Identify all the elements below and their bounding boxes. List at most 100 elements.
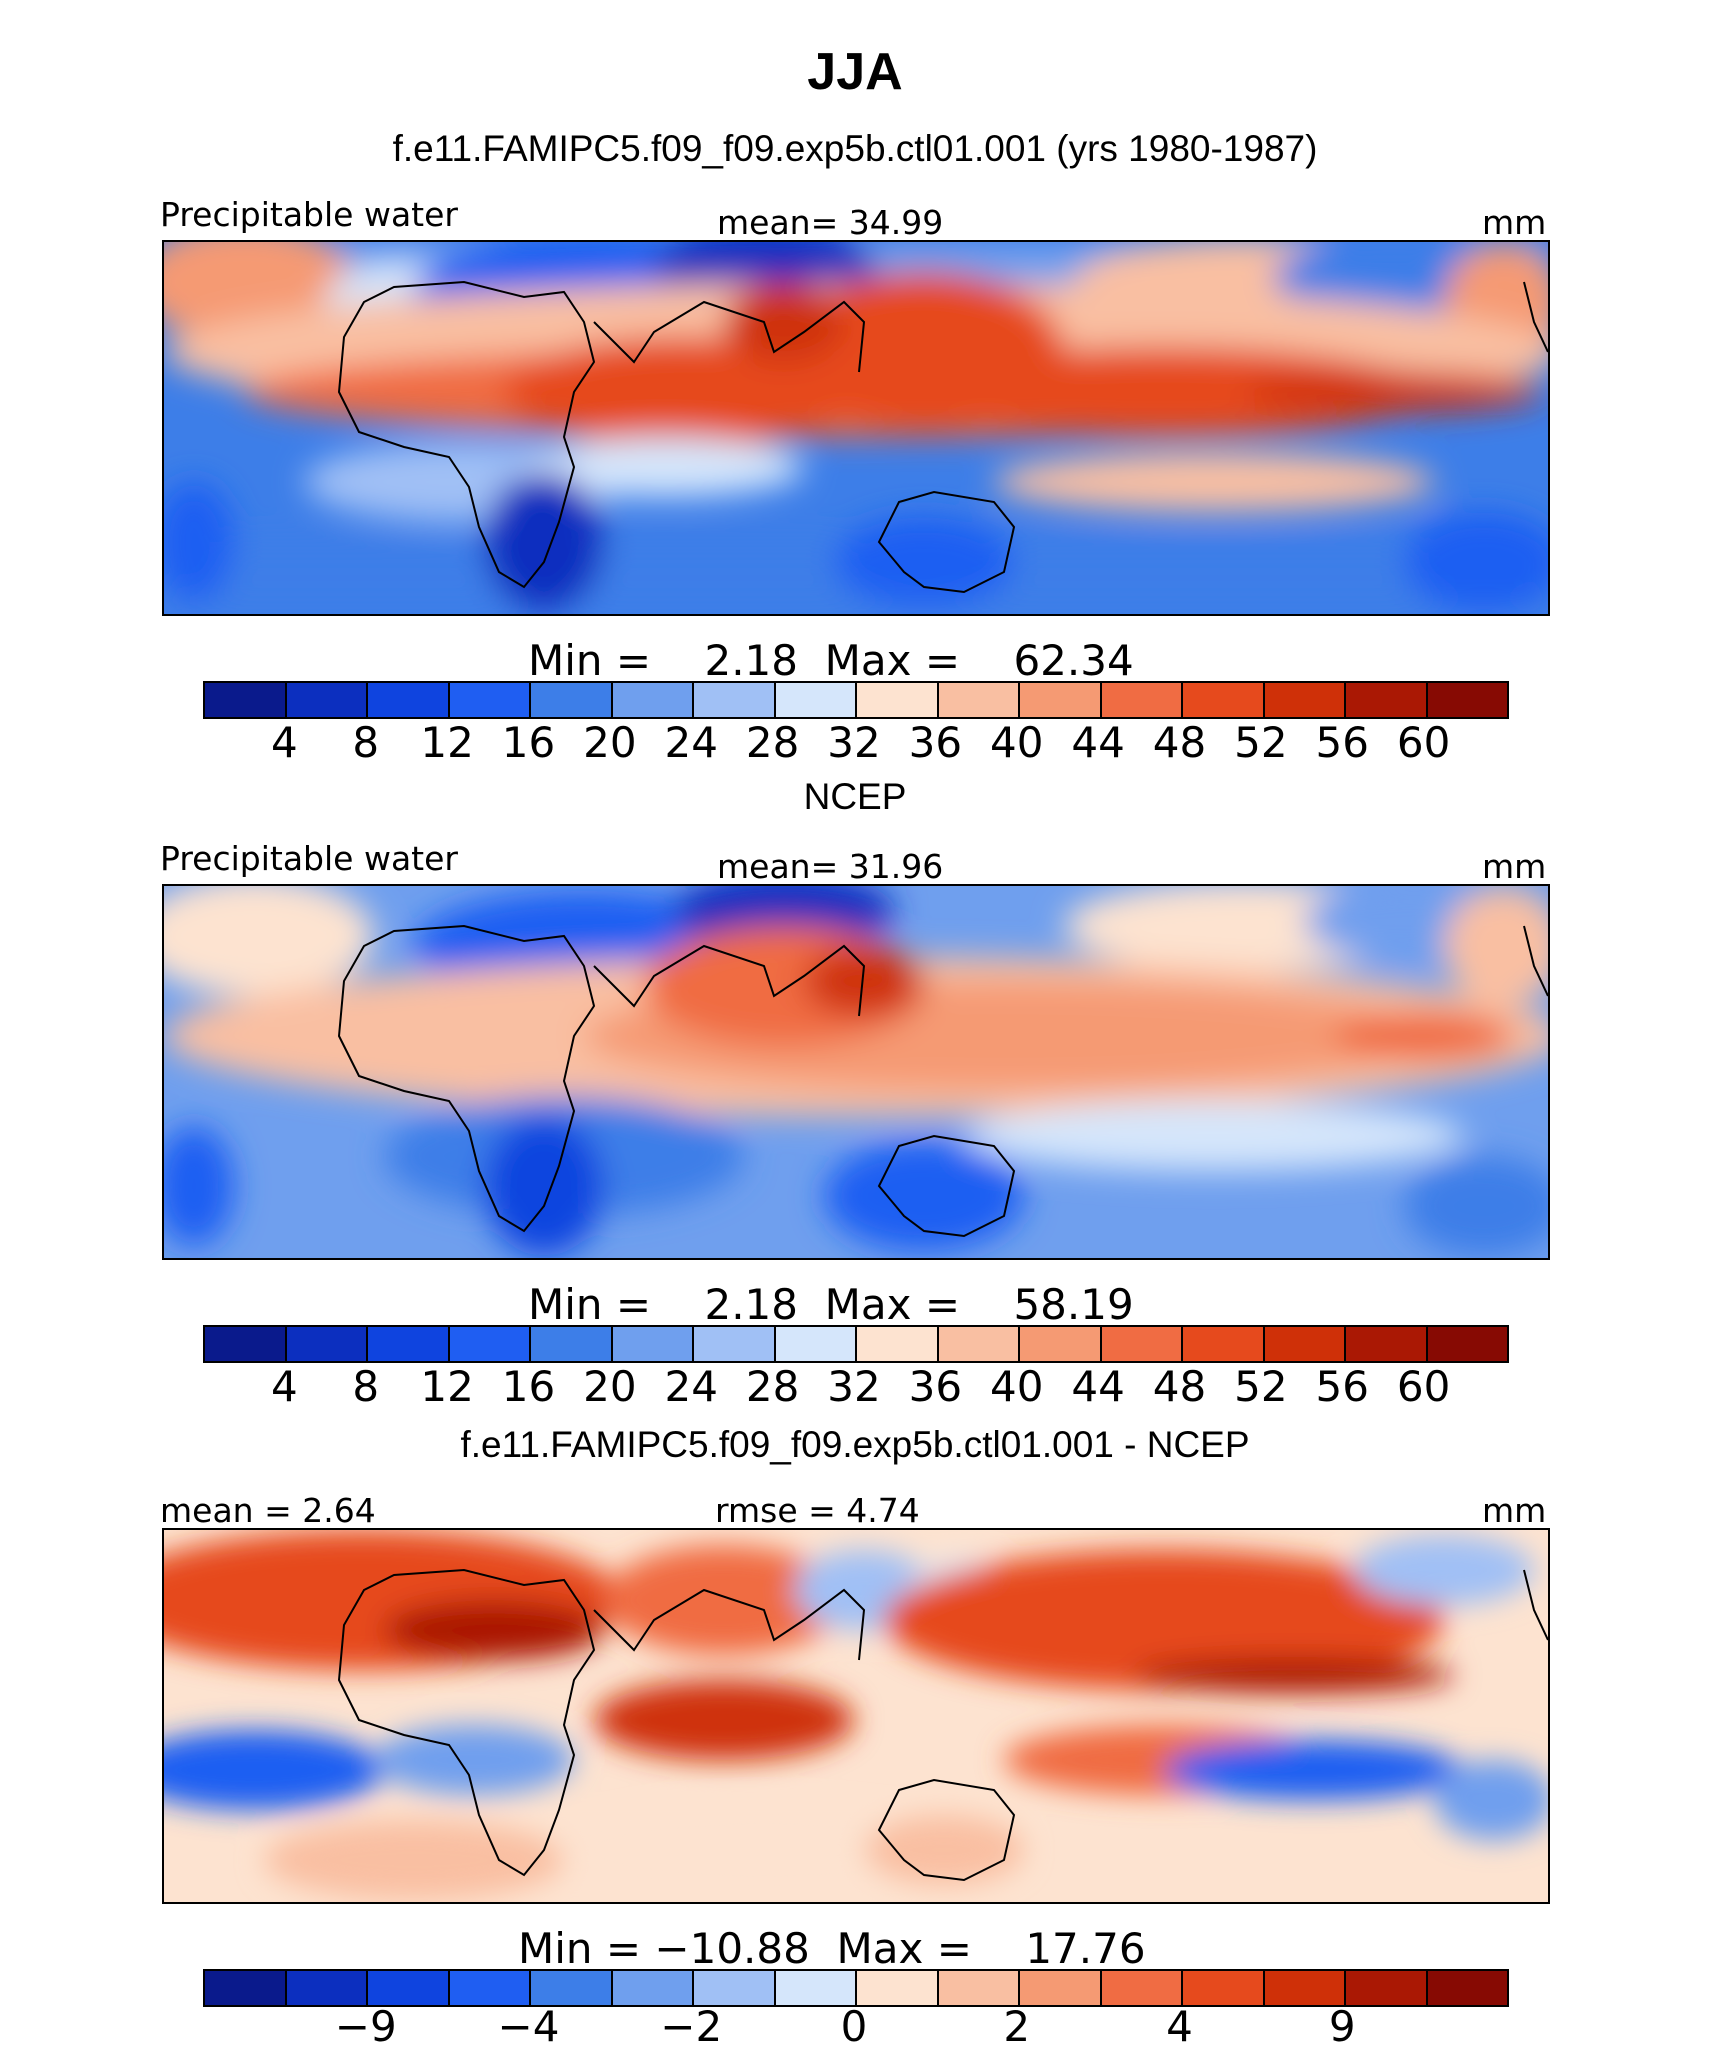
panel2-minmax: Min = 2.18 Max = 58.19 (528, 1280, 1134, 1329)
colorbar-tick: 48 (1152, 718, 1207, 767)
colorbar-swatch (205, 1971, 287, 2005)
colorbar-tick: 16 (501, 1362, 556, 1411)
colorbar-swatch (775, 683, 857, 717)
colorbar-swatch (531, 1327, 613, 1361)
colorbar-swatch (205, 683, 287, 717)
panel3-mean-label: mean = 2.64 (160, 1491, 376, 1530)
colorbar-swatch (1020, 683, 1102, 717)
colorbar-tick: 48 (1152, 1362, 1207, 1411)
colorbar-swatch (775, 1327, 857, 1361)
panel3-field (164, 1530, 1548, 1902)
figure-title: JJA (807, 43, 903, 101)
colorbar-swatch (1020, 1327, 1102, 1361)
colorbar-swatch (938, 1971, 1020, 2005)
colorbar-swatch (694, 683, 776, 717)
colorbar-tick: 4 (271, 718, 298, 767)
colorbar-swatch (286, 1971, 368, 2005)
colorbar-tick: 20 (583, 718, 637, 767)
colorbar-tick: 44 (1071, 1362, 1125, 1411)
colorbar-tick: 12 (420, 718, 474, 767)
colorbar-tick: 36 (908, 718, 963, 767)
figure-subtitle: f.e11.FAMIPC5.f09_f09.exp5b.ctl01.001 (y… (392, 128, 1318, 169)
colorbar-swatch (857, 1971, 939, 2005)
colorbar-tick: −9 (334, 2002, 397, 2051)
colorbar-tick: 9 (1328, 2002, 1356, 2051)
colorbar-tick: 56 (1315, 1362, 1369, 1411)
colorbar-tick: 24 (664, 1362, 718, 1411)
colorbar-swatch (1183, 1327, 1265, 1361)
panel1-minmax: Min = 2.18 Max = 62.34 (528, 636, 1134, 685)
panel2-title: NCEP (803, 776, 907, 817)
colorbar-tick: 0 (840, 2002, 868, 2051)
colorbar-tick: 36 (908, 1362, 963, 1411)
colorbar-swatch (1264, 1327, 1346, 1361)
colorbar-tick: 12 (420, 1362, 474, 1411)
colorbar-tick: 24 (664, 718, 718, 767)
panel2-colorbar (203, 1325, 1509, 1363)
colorbar-swatch (205, 1327, 287, 1361)
panel1-map (162, 240, 1550, 616)
colorbar-tick: 4 (271, 1362, 298, 1411)
colorbar-tick: 20 (583, 1362, 637, 1411)
colorbar-swatch (1264, 1971, 1346, 2005)
colorbar-swatch (1346, 1971, 1428, 2005)
colorbar-swatch (694, 1327, 776, 1361)
panel3-ticks: −9 −4 −2 0 2 4 9 (203, 2006, 1505, 2048)
colorbar-swatch (1183, 1971, 1265, 2005)
panel1-mean-label: mean= 34.99 (717, 203, 944, 242)
colorbar-tick: 40 (990, 718, 1044, 767)
colorbar-swatch (531, 1971, 613, 2005)
colorbar-swatch (1346, 683, 1428, 717)
colorbar-swatch (694, 1971, 776, 2005)
colorbar-swatch (1101, 683, 1183, 717)
colorbar-swatch (1427, 1327, 1507, 1361)
colorbar-tick: −4 (497, 2002, 560, 2051)
colorbar-swatch (368, 683, 450, 717)
colorbar-tick: 60 (1396, 1362, 1451, 1411)
colorbar-tick: 4 (1166, 2002, 1193, 2051)
panel2-ticks: 4 8 12 16 20 24 28 32 36 40 44 48 52 56 … (203, 1366, 1505, 1412)
colorbar-tick: 60 (1396, 718, 1451, 767)
colorbar-tick: 8 (352, 718, 380, 767)
colorbar-tick: 8 (352, 1362, 380, 1411)
colorbar-swatch (1264, 683, 1346, 717)
colorbar-swatch (531, 683, 613, 717)
colorbar-tick: 40 (990, 1362, 1044, 1411)
colorbar-swatch (449, 683, 531, 717)
colorbar-swatch (1020, 1971, 1102, 2005)
colorbar-swatch (612, 1327, 694, 1361)
panel3-units-label: mm (1482, 1491, 1547, 1530)
panel1-field (164, 242, 1548, 614)
colorbar-tick: 16 (501, 718, 556, 767)
colorbar-swatch (1427, 683, 1507, 717)
panel2-variable-label: Precipitable water (160, 839, 458, 878)
panel1-variable-label: Precipitable water (160, 195, 458, 234)
colorbar-swatch (286, 683, 368, 717)
colorbar-swatch (286, 1327, 368, 1361)
colorbar-tick: 56 (1315, 718, 1369, 767)
colorbar-tick: 32 (827, 718, 881, 767)
colorbar-tick: 2 (1003, 2002, 1031, 2051)
colorbar-swatch (938, 683, 1020, 717)
colorbar-swatch (1346, 1327, 1428, 1361)
colorbar-swatch (368, 1971, 450, 2005)
colorbar-tick: −2 (660, 2002, 723, 2051)
colorbar-swatch (1427, 1971, 1507, 2005)
colorbar-tick: 28 (745, 1362, 800, 1411)
panel1-ticks: 4 8 12 16 20 24 28 32 36 40 44 48 52 56 … (203, 722, 1505, 768)
colorbar-tick: 28 (745, 718, 800, 767)
colorbar-tick: 52 (1234, 1362, 1288, 1411)
colorbar-tick: 52 (1234, 718, 1288, 767)
colorbar-swatch (449, 1327, 531, 1361)
panel3-rmse-label: rmse = 4.74 (715, 1491, 920, 1530)
colorbar-swatch (857, 683, 939, 717)
panel3-title: f.e11.FAMIPC5.f09_f09.exp5b.ctl01.001 - … (460, 1424, 1250, 1465)
colorbar-swatch (857, 1327, 939, 1361)
panel2-field (164, 886, 1548, 1258)
panel3-minmax: Min = −10.88 Max = 17.76 (518, 1924, 1146, 1973)
panel1-units-label: mm (1482, 203, 1547, 242)
colorbar-swatch (612, 683, 694, 717)
panel2-map (162, 884, 1550, 1260)
colorbar-tick: 44 (1071, 718, 1125, 767)
colorbar-swatch (368, 1327, 450, 1361)
